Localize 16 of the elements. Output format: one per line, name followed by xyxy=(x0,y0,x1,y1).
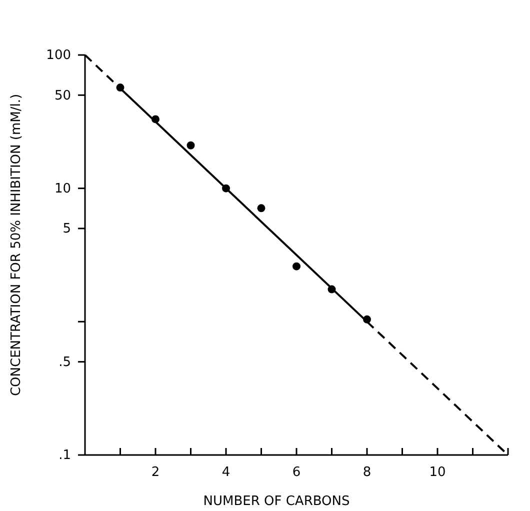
y-tick-label: 10 xyxy=(54,181,71,196)
x-tick-label: 2 xyxy=(151,465,160,480)
y-axis-title: CONCENTRATION FOR 50% INHIBITION (mM/l.) xyxy=(9,94,24,396)
x-tick-label: 8 xyxy=(362,465,372,480)
x-tick-label: 10 xyxy=(429,465,446,480)
y-tick-label: 50 xyxy=(54,88,71,104)
y-tick-label: .1 xyxy=(58,448,71,464)
y-tick-label: 100 xyxy=(46,48,71,64)
point xyxy=(257,204,266,212)
x-axis-title: NUMBER OF CARBONS xyxy=(203,494,350,509)
point xyxy=(292,262,300,270)
point xyxy=(186,141,195,150)
y-tick-label: .5 xyxy=(58,354,71,370)
x-tick-label: 4 xyxy=(222,465,230,480)
x-tick-label: 6 xyxy=(292,465,301,480)
y-tick-label: 5 xyxy=(62,222,71,237)
